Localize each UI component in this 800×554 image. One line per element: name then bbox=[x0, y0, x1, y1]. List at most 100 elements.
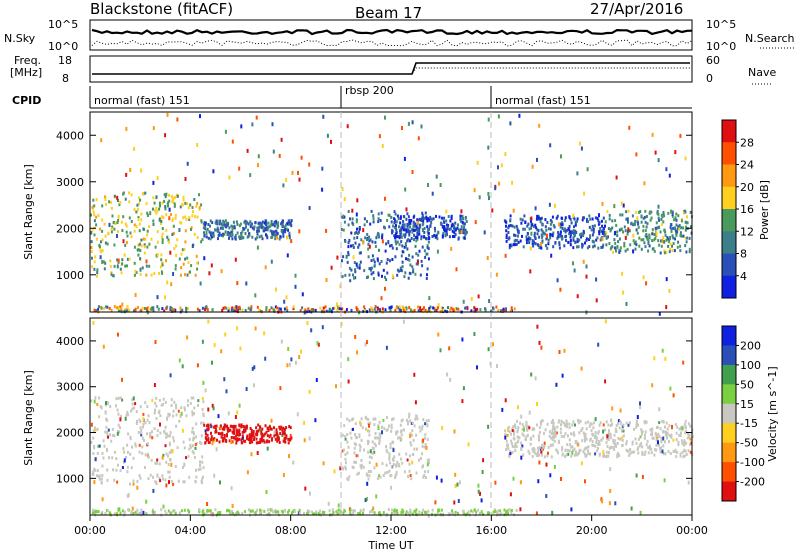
echo-cell bbox=[201, 481, 203, 485]
echo-cell bbox=[209, 231, 212, 235]
echo-cell bbox=[262, 434, 265, 438]
echo-cell bbox=[427, 183, 429, 187]
echo-cell bbox=[407, 228, 410, 232]
echo-cell bbox=[140, 218, 143, 222]
echo-cell bbox=[230, 436, 233, 439]
echo-cell bbox=[675, 438, 678, 442]
echo-cell bbox=[532, 447, 535, 451]
echo-cell bbox=[510, 243, 513, 247]
echo-cell bbox=[540, 246, 543, 250]
echo-cell bbox=[676, 245, 679, 249]
echo-cell bbox=[108, 200, 111, 204]
echo-cell bbox=[259, 508, 261, 512]
echo-cell bbox=[369, 421, 372, 425]
echo-cell bbox=[518, 113, 521, 118]
echo-cell bbox=[231, 139, 234, 144]
echo-cell bbox=[679, 249, 682, 253]
echo-cell bbox=[629, 448, 632, 451]
echo-cell bbox=[352, 255, 355, 260]
echo-cell bbox=[167, 412, 170, 416]
echo-cell bbox=[358, 435, 361, 439]
echo-cell bbox=[97, 214, 100, 217]
echo-cell bbox=[633, 241, 636, 245]
echo-cell bbox=[173, 509, 176, 513]
echo-cell bbox=[226, 433, 228, 437]
echo-cell bbox=[591, 233, 594, 237]
echo-cell bbox=[673, 218, 676, 222]
echo-cell bbox=[156, 230, 159, 233]
echo-cell bbox=[663, 228, 666, 232]
echo-cell bbox=[573, 453, 576, 457]
echo-cell bbox=[186, 273, 189, 277]
echo-cell bbox=[385, 512, 388, 516]
echo-cell bbox=[110, 439, 113, 443]
echo-cell bbox=[672, 242, 675, 245]
echo-cell bbox=[292, 305, 295, 309]
echo-cell bbox=[631, 214, 634, 218]
echo-cell bbox=[585, 264, 588, 269]
echo-cell bbox=[177, 409, 180, 413]
echo-cell bbox=[411, 120, 414, 125]
echo-cell bbox=[245, 281, 248, 286]
echo-cell bbox=[413, 309, 416, 312]
echo-cell bbox=[117, 507, 120, 512]
echo-cell bbox=[420, 259, 423, 263]
echo-cell bbox=[113, 512, 116, 516]
echo-cell bbox=[558, 241, 561, 245]
echo-cell bbox=[126, 305, 129, 308]
echo-cell bbox=[127, 413, 130, 417]
echo-cell bbox=[416, 417, 419, 421]
echo-cell bbox=[264, 432, 267, 436]
echo-cell bbox=[545, 462, 548, 467]
echo-cell bbox=[236, 326, 239, 331]
echo-cell bbox=[578, 238, 581, 242]
echo-cell bbox=[224, 223, 227, 227]
echo-cell bbox=[538, 340, 541, 345]
echo-cell bbox=[129, 168, 132, 172]
echo-cell bbox=[366, 429, 369, 433]
echo-cell bbox=[100, 138, 103, 143]
echo-cell bbox=[137, 248, 140, 252]
echo-cell bbox=[597, 442, 599, 446]
echo-cell bbox=[158, 398, 161, 402]
echo-cell bbox=[155, 206, 158, 210]
echo-cell bbox=[414, 400, 417, 405]
echo-cell bbox=[573, 225, 575, 229]
echo-cell bbox=[513, 429, 516, 433]
echo-cell bbox=[301, 306, 304, 310]
echo-cell bbox=[210, 263, 213, 268]
echo-cell bbox=[616, 441, 619, 445]
echo-cell bbox=[638, 444, 641, 448]
echo-cell bbox=[625, 210, 628, 214]
echo-cell bbox=[236, 306, 239, 310]
echo-cell bbox=[423, 306, 425, 310]
echo-cell bbox=[412, 452, 415, 456]
echo-cell bbox=[179, 306, 182, 310]
echo-cell bbox=[216, 226, 219, 230]
echo-cell bbox=[259, 438, 262, 441]
echo-cell bbox=[168, 457, 171, 461]
echo-cell bbox=[403, 224, 406, 229]
echo-cell bbox=[540, 453, 543, 457]
echo-cell bbox=[351, 418, 354, 422]
noise-left-label: N.Sky bbox=[4, 32, 36, 45]
echo-cell bbox=[259, 427, 262, 431]
echo-cell bbox=[611, 226, 614, 230]
echo-cell bbox=[352, 427, 354, 431]
noise-right-tick-bottom: 10^0 bbox=[706, 40, 736, 53]
echo-cell bbox=[182, 216, 185, 220]
echo-cell bbox=[243, 439, 246, 443]
echo-cell bbox=[170, 282, 173, 287]
echo-cell bbox=[101, 452, 104, 455]
echo-cell bbox=[113, 305, 116, 309]
echo-cell bbox=[669, 237, 672, 241]
echo-cell bbox=[619, 420, 622, 424]
echo-cell bbox=[103, 444, 106, 448]
echo-cell bbox=[410, 433, 413, 437]
echo-cell bbox=[140, 508, 143, 512]
echo-cell bbox=[451, 509, 453, 513]
echo-cell bbox=[476, 365, 478, 370]
echo-cell bbox=[400, 240, 403, 244]
colorbar-tick-label: 28 bbox=[740, 136, 754, 149]
echo-cell bbox=[232, 431, 235, 435]
